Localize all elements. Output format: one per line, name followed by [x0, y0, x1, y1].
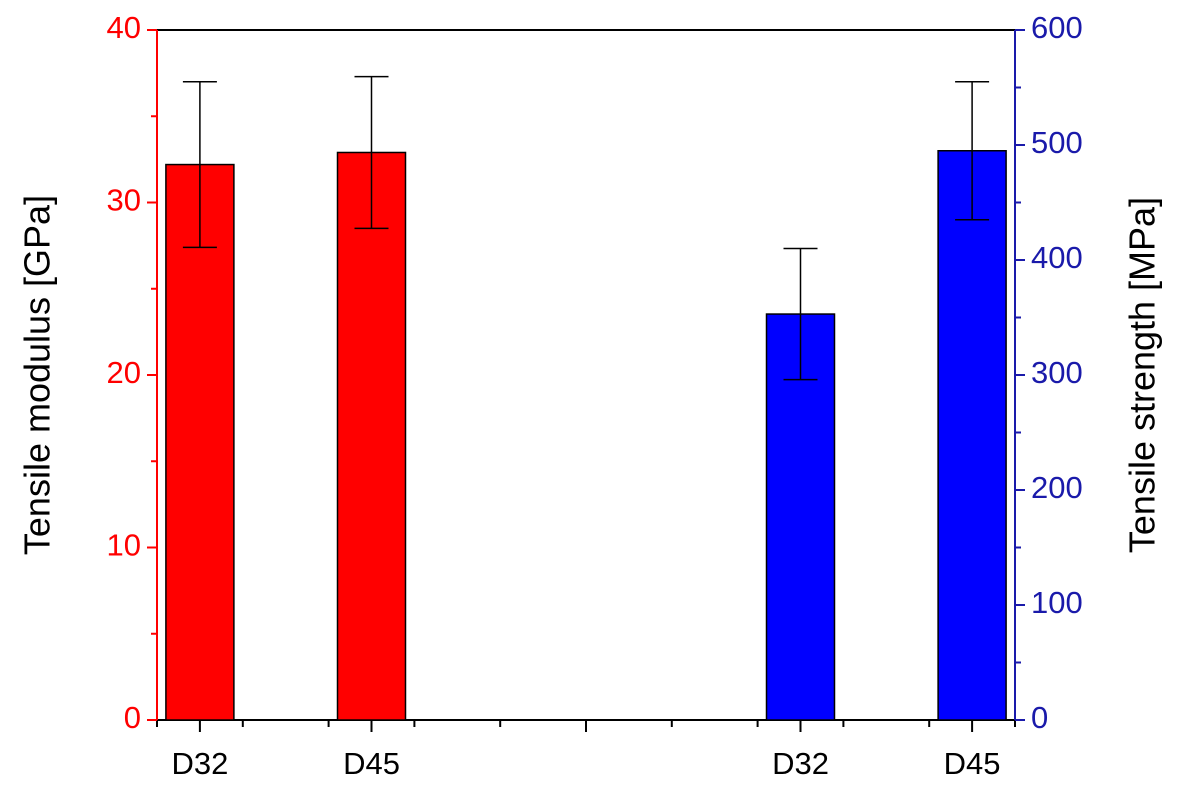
bar [937, 150, 1007, 721]
y-tick-label: 20 [107, 355, 141, 390]
y2-tick-label: 400 [1031, 240, 1083, 275]
x-tick-label: D45 [343, 746, 400, 781]
y2-axis-title: Tensile strength [MPa] [1122, 197, 1163, 553]
x-tick-label: D32 [171, 746, 228, 781]
y-axis-title: Tensile modulus [GPa] [17, 195, 58, 555]
x-tick-label: D32 [772, 746, 829, 781]
y2-tick-label: 300 [1031, 355, 1083, 390]
y2-tick-label: 600 [1031, 10, 1083, 45]
bar [765, 313, 836, 721]
bar [336, 151, 407, 721]
y2-tick-label: 200 [1031, 470, 1083, 505]
y-tick-label: 40 [107, 10, 141, 45]
y2-tick-label: 100 [1031, 585, 1083, 620]
y-tick-label: 30 [107, 183, 141, 218]
y2-tick-label: 0 [1031, 700, 1048, 735]
y-tick-label: 10 [107, 528, 141, 563]
y-tick-label: 0 [124, 700, 141, 735]
x-tick-label: D45 [944, 746, 1001, 781]
y2-tick-label: 500 [1031, 125, 1083, 160]
